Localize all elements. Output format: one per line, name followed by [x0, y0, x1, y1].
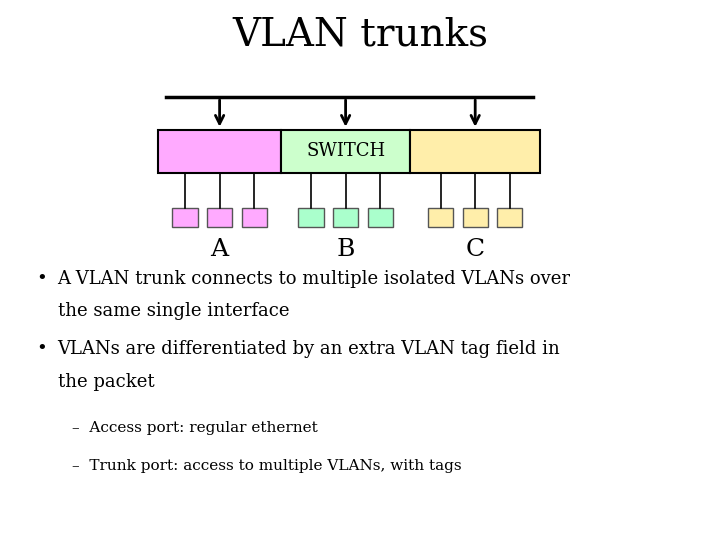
Text: •: • [36, 270, 47, 288]
Bar [410, 130, 540, 173]
Text: VLAN trunks: VLAN trunks [232, 16, 488, 53]
Bar [158, 130, 281, 173]
Text: –  Access port: regular ethernet: – Access port: regular ethernet [72, 421, 318, 435]
Bar [368, 208, 393, 227]
Text: C: C [466, 238, 485, 261]
Bar [463, 208, 488, 227]
Text: A: A [210, 238, 229, 261]
Text: •: • [36, 340, 47, 358]
Bar [173, 208, 197, 227]
Text: SWITCH: SWITCH [306, 142, 385, 160]
Text: the same single interface: the same single interface [58, 302, 289, 320]
Text: VLANs are differentiated by an extra VLAN tag field in: VLANs are differentiated by an extra VLA… [58, 340, 560, 358]
Bar [281, 130, 410, 173]
Bar [498, 208, 523, 227]
Bar [241, 208, 266, 227]
Bar [428, 208, 454, 227]
Text: –  Trunk port: access to multiple VLANs, with tags: – Trunk port: access to multiple VLANs, … [72, 459, 462, 473]
Text: B: B [336, 238, 355, 261]
Bar [299, 208, 324, 227]
Bar [207, 208, 232, 227]
Bar [333, 208, 359, 227]
Text: A VLAN trunk connects to multiple isolated VLANs over: A VLAN trunk connects to multiple isolat… [58, 270, 571, 288]
Text: the packet: the packet [58, 373, 154, 390]
